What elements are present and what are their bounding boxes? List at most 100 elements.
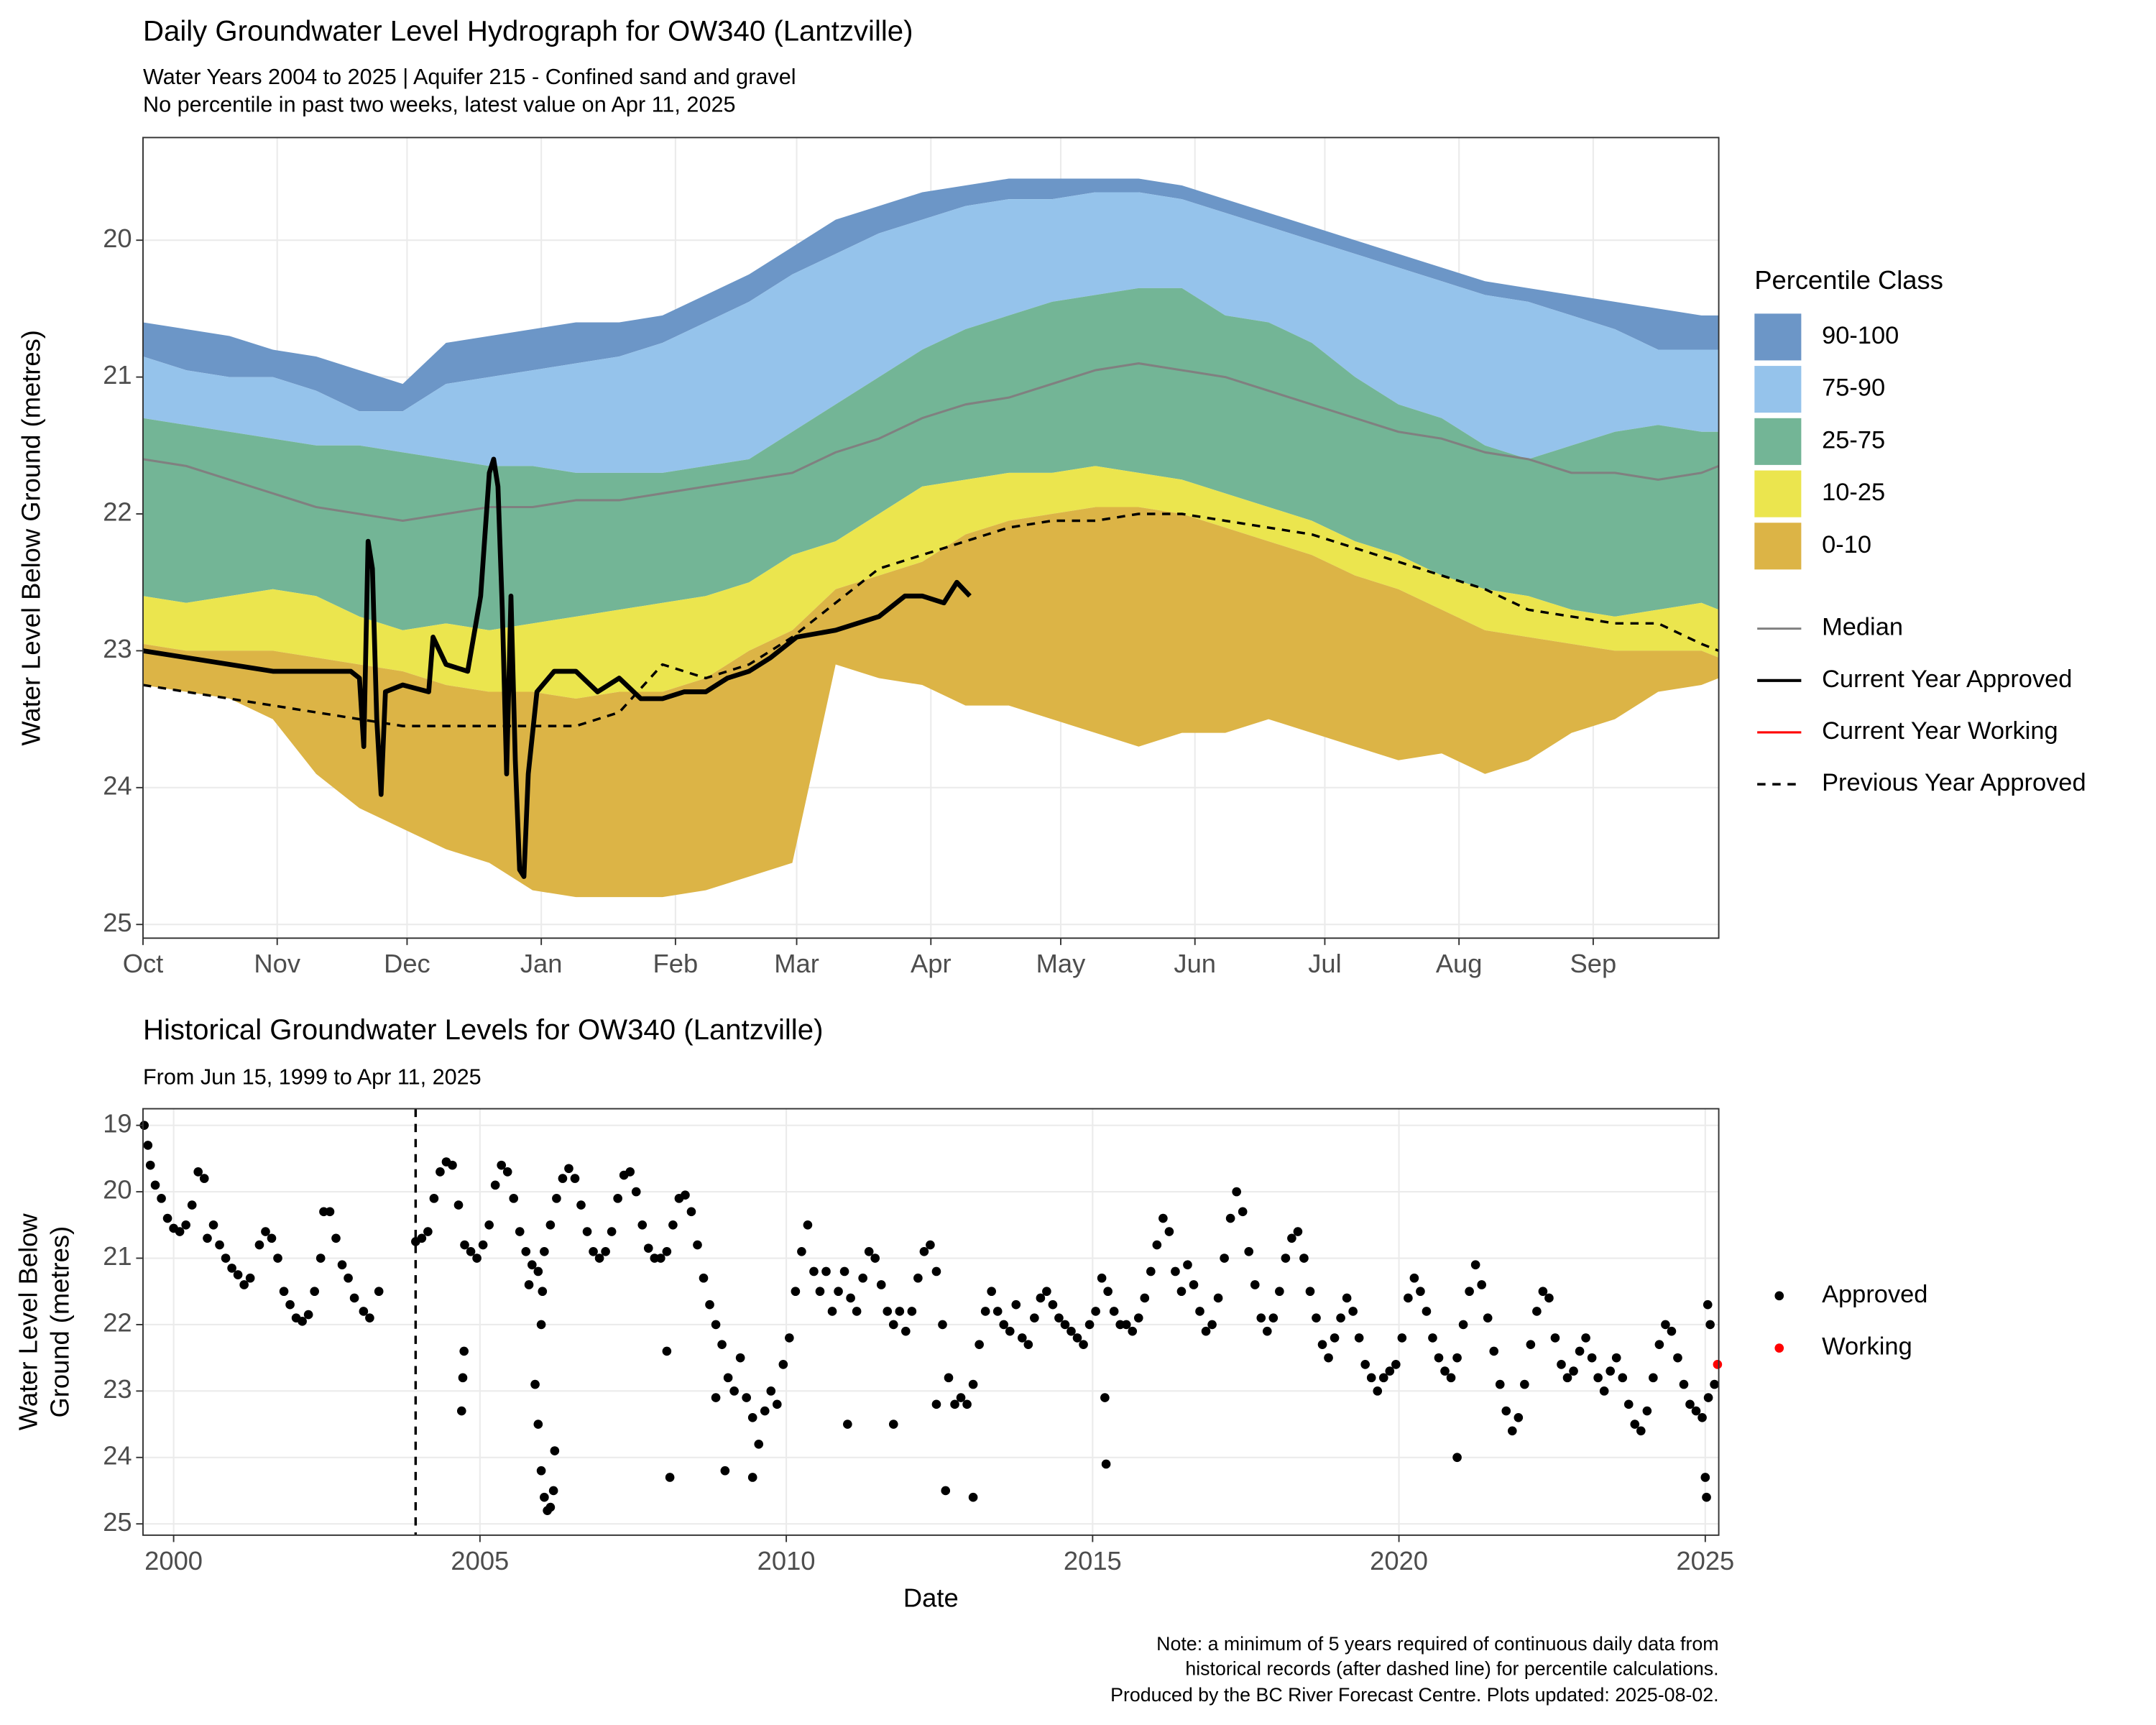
data-point [540, 1492, 549, 1502]
data-point [665, 1473, 675, 1482]
data-point [1404, 1293, 1413, 1303]
data-point [181, 1220, 190, 1230]
data-point [1256, 1313, 1266, 1322]
data-point [668, 1220, 678, 1230]
data-point [766, 1386, 776, 1396]
data-point [1550, 1333, 1560, 1343]
x-tick-label: 2000 [144, 1546, 203, 1576]
data-point [1299, 1254, 1309, 1263]
x-tick-label: Nov [254, 949, 300, 978]
data-point [1685, 1399, 1695, 1409]
data-point [1520, 1379, 1529, 1389]
data-point [472, 1254, 482, 1263]
legend-label: 0-10 [1822, 531, 1871, 558]
data-point [528, 1260, 537, 1270]
data-point [545, 1220, 556, 1230]
data-point [1562, 1373, 1572, 1383]
data-point [187, 1200, 197, 1210]
legend-label: Median [1822, 614, 1903, 641]
data-point [1642, 1406, 1652, 1416]
legend-swatch [1754, 418, 1802, 465]
data-point [950, 1399, 959, 1409]
data-point [576, 1200, 586, 1210]
data-point [992, 1307, 1003, 1316]
legend-swatch [1754, 313, 1802, 361]
data-point [515, 1227, 525, 1236]
data-point [1213, 1293, 1223, 1303]
data-point [1060, 1320, 1070, 1330]
data-point [1544, 1293, 1554, 1303]
data-point [448, 1160, 457, 1170]
data-point [895, 1307, 905, 1316]
y-tick-label: 21 [103, 360, 132, 390]
data-point [193, 1167, 203, 1177]
data-point [1593, 1373, 1603, 1383]
data-point [1189, 1280, 1199, 1289]
data-point [1342, 1293, 1352, 1303]
y-tick-label: 25 [103, 908, 132, 937]
data-point [1397, 1333, 1407, 1343]
data-point [1623, 1399, 1634, 1409]
data-point [594, 1254, 604, 1263]
data-point [1250, 1280, 1260, 1289]
data-point [1452, 1453, 1462, 1463]
data-point [1557, 1360, 1566, 1369]
data-point [931, 1266, 941, 1276]
data-point [742, 1393, 751, 1402]
data-point [1133, 1313, 1143, 1322]
data-point [699, 1273, 709, 1283]
data-point [502, 1167, 512, 1177]
data-point [1312, 1313, 1321, 1322]
data-point [1330, 1333, 1340, 1343]
data-point [631, 1187, 641, 1197]
data-point [337, 1260, 347, 1270]
data-point [456, 1406, 466, 1416]
data-point [310, 1287, 319, 1297]
data-point [999, 1320, 1009, 1330]
data-point [1084, 1320, 1095, 1330]
percentile-band [142, 507, 1719, 898]
data-point [1710, 1379, 1719, 1389]
data-point [325, 1207, 335, 1217]
data-point [1054, 1313, 1064, 1322]
data-point [980, 1307, 990, 1316]
data-point [245, 1273, 255, 1283]
data-point [625, 1167, 635, 1177]
data-point [536, 1320, 546, 1330]
x-axis-label: Date [903, 1583, 959, 1612]
data-point [1434, 1353, 1444, 1363]
data-point [1072, 1333, 1082, 1343]
data-point [1373, 1386, 1383, 1396]
data-point [484, 1220, 494, 1230]
data-point [145, 1160, 155, 1170]
legend-label: Current Year Working [1822, 717, 2058, 745]
data-point [901, 1326, 911, 1336]
legend-label: 90-100 [1822, 322, 1899, 349]
legend-swatch [1754, 366, 1802, 413]
data-point [1489, 1346, 1499, 1356]
data-point [1673, 1353, 1682, 1363]
footnote: historical records (after dashed line) f… [1185, 1658, 1718, 1680]
data-point [1097, 1273, 1107, 1283]
data-point [509, 1194, 519, 1203]
series-line [142, 456, 972, 879]
x-tick-label: 2005 [451, 1546, 509, 1576]
data-point [975, 1340, 984, 1349]
data-point [374, 1287, 384, 1297]
data-point [913, 1273, 923, 1283]
data-point [1409, 1273, 1419, 1283]
data-point [552, 1194, 561, 1203]
data-point [1514, 1412, 1524, 1422]
data-point [582, 1227, 592, 1236]
x-tick-label: 2010 [757, 1546, 816, 1576]
data-point [1630, 1420, 1640, 1429]
legend-label: Working [1822, 1333, 1912, 1361]
y-tick-label: 21 [103, 1241, 132, 1271]
data-point [1275, 1287, 1284, 1297]
data-point [1100, 1393, 1110, 1402]
data-point [637, 1220, 648, 1230]
data-point [723, 1373, 733, 1383]
data-point [1703, 1393, 1713, 1402]
percentile-band [142, 178, 1719, 412]
data-point [941, 1486, 951, 1496]
